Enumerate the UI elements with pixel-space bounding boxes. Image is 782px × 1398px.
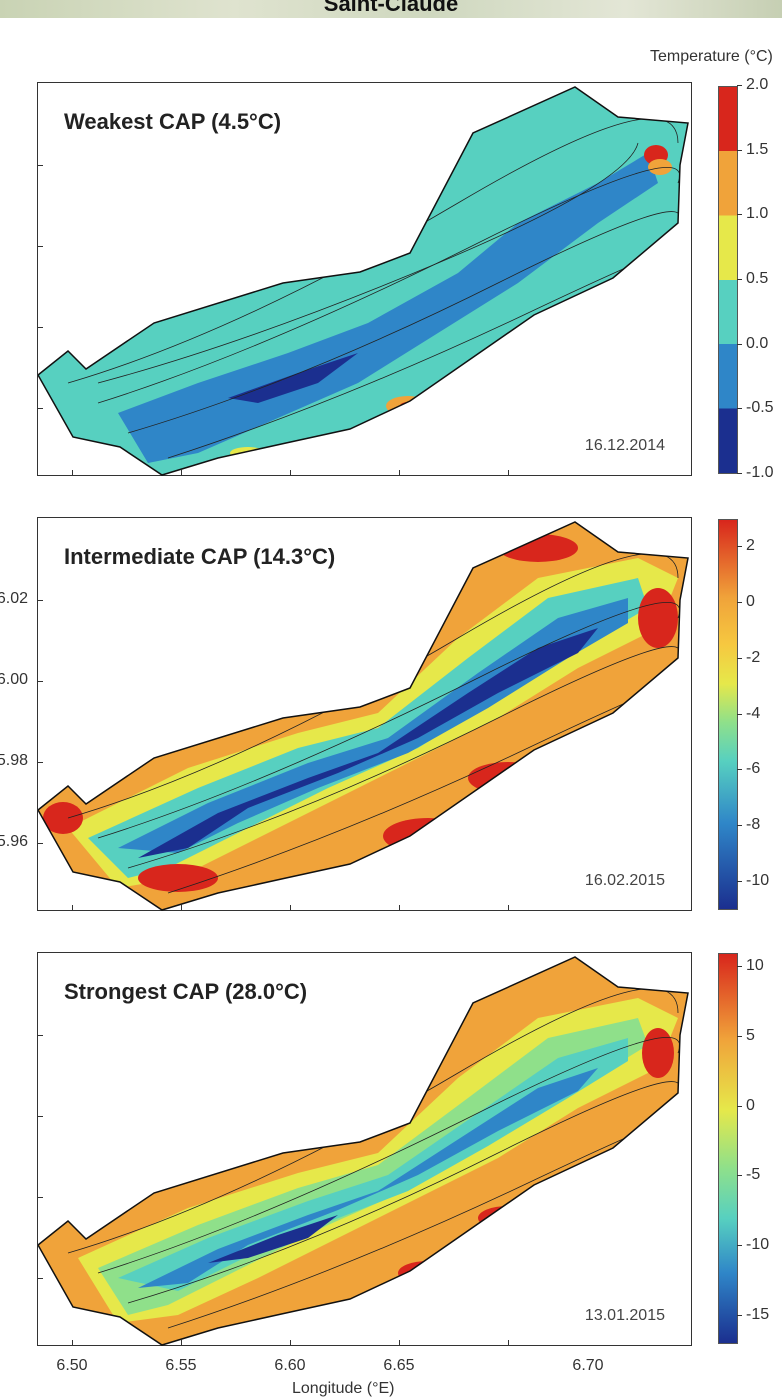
panel-date-strongest: 13.01.2015: [584, 1307, 665, 1324]
colorbar-tick-label: -1.0: [737, 464, 774, 482]
y-tick-mark: [37, 327, 43, 328]
colorbar-tick-label: 2.0: [736, 76, 768, 94]
y-tick-mark: [37, 1035, 43, 1036]
y-tick-mark: [37, 1197, 43, 1198]
panel-intermediate-cap: Intermediate CAP (14.3°C) 16.02.2015: [37, 517, 692, 911]
y-tick-label: 46.00: [0, 671, 29, 688]
temperature-map-strongest: [38, 956, 689, 1346]
colorbar-tick-label: -10: [736, 872, 769, 890]
x-tick-label: 6.70: [572, 1357, 604, 1374]
colorbar-tick-label: -10: [736, 1236, 769, 1254]
place-title: Saint-Claude: [323, 0, 459, 16]
colorbar-tick-label: 0.0: [736, 335, 768, 353]
colorbar-tick-label: 5: [737, 1027, 755, 1045]
x-tick-label: 6.50: [56, 1357, 88, 1374]
x-tick-mark: [72, 470, 73, 476]
y-tick-mark: [37, 1278, 43, 1279]
colorbar-tick-label: -4: [736, 705, 760, 723]
x-tick-mark: [399, 1340, 400, 1346]
y-tick-mark: [37, 600, 43, 601]
y-tick-mark: [37, 408, 43, 409]
y-tick-mark: [37, 762, 43, 763]
colorbar-tick-label: 1.0: [736, 205, 768, 223]
colorbar-tick-label: -5: [736, 1166, 760, 1184]
panel-date-intermediate: 16.02.2015: [584, 872, 665, 889]
x-axis-label: Longitude (°E): [292, 1380, 395, 1397]
panel-title-weakest: Weakest CAP (4.5°C): [64, 109, 282, 134]
colorbar-tick-label: -0.5: [737, 399, 774, 417]
panel-strongest-cap: Strongest CAP (28.0°C) 13.01.2015: [37, 952, 692, 1346]
x-tick-mark: [399, 905, 400, 911]
x-tick-mark: [399, 470, 400, 476]
colorbar-strongest: [718, 953, 738, 1344]
colorbar-tick-label: 1.5: [736, 141, 768, 159]
panel-date-weakest: 16.12.2014: [584, 437, 665, 454]
panel-weakest-cap: Weakest CAP (4.5°C) 16.12.2014: [37, 82, 692, 476]
colorbar-tick-label: 2: [737, 537, 755, 555]
temperature-map-weakest: [38, 86, 689, 476]
colorbar-tick-label: -2: [736, 649, 760, 667]
temperature-map-intermediate: [38, 521, 689, 911]
colorbar-intermediate: [718, 519, 738, 910]
panel-title-strongest: Strongest CAP (28.0°C): [64, 979, 308, 1004]
colorbar-weakest: [718, 86, 738, 474]
y-tick-mark: [37, 246, 43, 247]
y-tick-mark: [37, 681, 43, 682]
y-tick-label: 45.96: [0, 833, 29, 850]
x-tick-mark: [508, 1340, 509, 1346]
x-tick-label: 6.60: [274, 1357, 306, 1374]
y-tick-label: 46.02: [0, 590, 29, 607]
x-tick-mark: [508, 905, 509, 911]
x-tick-mark: [72, 905, 73, 911]
colorbar-tick-label: 0.5: [736, 270, 768, 288]
colorbar-tick-label: -6: [736, 760, 760, 778]
x-tick-mark: [181, 470, 182, 476]
colorbar-tick-label: -15: [736, 1306, 769, 1324]
y-tick-label: 45.98: [0, 752, 29, 769]
colorbar-tick-label: 0: [737, 1097, 755, 1115]
colorbar-legend-title: Temperature (°C): [650, 48, 773, 65]
x-tick-label: 6.65: [383, 1357, 415, 1374]
x-tick-mark: [181, 1340, 182, 1346]
x-tick-mark: [290, 1340, 291, 1346]
colorbar-tick-label: 0: [737, 593, 755, 611]
y-tick-mark: [37, 165, 43, 166]
x-tick-mark: [290, 905, 291, 911]
panel-title-intermediate: Intermediate CAP (14.3°C): [64, 544, 336, 569]
y-tick-mark: [37, 843, 43, 844]
x-tick-mark: [290, 470, 291, 476]
y-tick-mark: [37, 1116, 43, 1117]
colorbar-tick-label: -8: [736, 816, 760, 834]
x-tick-mark: [72, 1340, 73, 1346]
x-tick-label: 6.55: [165, 1357, 197, 1374]
x-tick-mark: [181, 905, 182, 911]
x-tick-mark: [508, 470, 509, 476]
map-header-strip: Saint-Claude: [0, 0, 782, 18]
colorbar-tick-label: 10: [737, 957, 764, 975]
